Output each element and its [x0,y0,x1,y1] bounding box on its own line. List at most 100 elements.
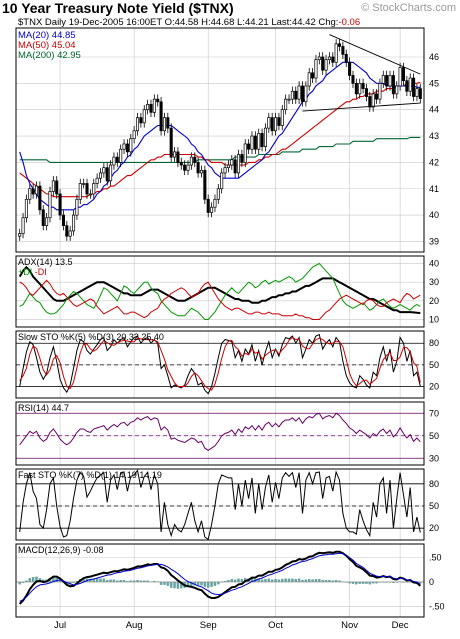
y-tick-label: 70 [429,408,439,418]
histogram-bar [334,580,338,582]
candle-body [378,82,382,100]
histogram-bar [237,578,240,582]
candle-body [388,75,392,87]
panel-frame [15,27,425,253]
candle-body [109,164,113,182]
candle-body [176,151,180,163]
panel-frame [15,543,425,618]
histogram-bar [294,579,298,582]
trendline [329,34,421,75]
histogram-bar [186,581,190,587]
price-header-part: H:44.68 [201,17,234,28]
y-tick-label: 30 [429,277,439,287]
series-d [19,336,421,391]
panel-slowsto: 20 50 80 Slow STO %K(5) %D(3) 20.32 25.40 [15,330,439,399]
histogram-bar [240,579,244,582]
series-di [19,279,421,320]
panel-frame [15,468,425,541]
candle-body [220,172,224,190]
histogram-bar [210,581,213,587]
candle-body [324,59,328,71]
x-tick-label-jul: Jul [54,620,66,631]
candle-body [213,198,217,208]
candle-body [65,225,69,237]
candle-body [28,188,32,200]
header-adx: ADX(14) 13.5 [18,257,73,267]
candle-body [55,180,59,195]
candle-body [287,98,291,101]
histogram-bar [355,581,358,585]
header-slowsto-item: Slow STO %K(5) %D(3) [18,332,114,342]
histogram-bar [213,581,217,586]
histogram-bar [230,579,234,582]
histogram-bar [159,581,163,585]
candle-body [18,233,22,237]
histogram-bar [267,578,271,582]
candle-body [331,56,335,63]
panel-faststo: 20 50 80 Fast STO %K(7) %D(1) 14.19 14.19 [15,468,439,541]
candle-body [240,154,244,163]
histogram-bar [190,581,193,586]
histogram-bar [176,581,180,589]
x-tick-label-oct: Oct [268,620,283,631]
histogram-bar [281,579,284,582]
histogram-bar [277,579,281,582]
candle-body [179,162,183,166]
candle-body [233,159,237,174]
candle-body [48,191,52,219]
candle-body [250,135,254,150]
candle-body [334,43,338,63]
histogram-bar [153,580,156,582]
candle-body [156,98,160,103]
header-faststo-item: Fast STO %K(7) %D(1) [18,470,112,480]
series-macd [18,550,421,605]
histogram-bar [200,581,203,586]
y-tick-label: 20 [429,523,439,533]
y-tick-label: 46 [429,52,439,62]
histogram-bar [368,581,372,585]
panel-frame [15,255,425,328]
header-faststo: Fast STO %K(7) %D(1) 14.19 14.19 [18,470,162,480]
price-header-part: 19-Dec-2005 16:00ET [69,17,163,28]
candle-body [243,143,247,163]
histogram-bar [35,576,38,582]
histogram-bar [233,579,237,582]
candle-body [270,117,274,132]
candle-body [371,93,375,108]
histogram-bar [142,580,146,582]
candle-body [300,85,305,103]
histogram-bar [109,579,112,582]
candle-body [263,127,267,147]
header-slowsto: Slow STO %K(5) %D(3) 20.32 25.40 [18,332,164,342]
histogram-bar [301,580,304,582]
candle-body [196,162,200,174]
histogram-bar [41,579,45,582]
candle-body [375,93,379,100]
candle-body [166,117,170,129]
candle-body [361,82,365,89]
candle-body [398,67,402,87]
series-ma200 [19,136,421,163]
candle-body [152,98,156,113]
histogram-bar [139,580,143,582]
histogram-bar [250,578,254,582]
histogram-bar [18,581,21,585]
y-tick-label: -.50 [429,601,445,611]
candle-body [307,72,311,87]
header-rsi-item: RSI(14) [18,403,49,413]
candle-body [267,117,271,129]
panel-frame [15,401,425,466]
candle-body [348,61,352,76]
candle-body [183,164,187,171]
histogram-bar [119,580,122,582]
candle-body [34,185,39,195]
candle-body [381,75,385,84]
candle-body [290,90,294,100]
candle-body [61,214,65,226]
candle-body [415,88,419,97]
candle-body [395,85,399,95]
histogram-bar [371,581,375,584]
